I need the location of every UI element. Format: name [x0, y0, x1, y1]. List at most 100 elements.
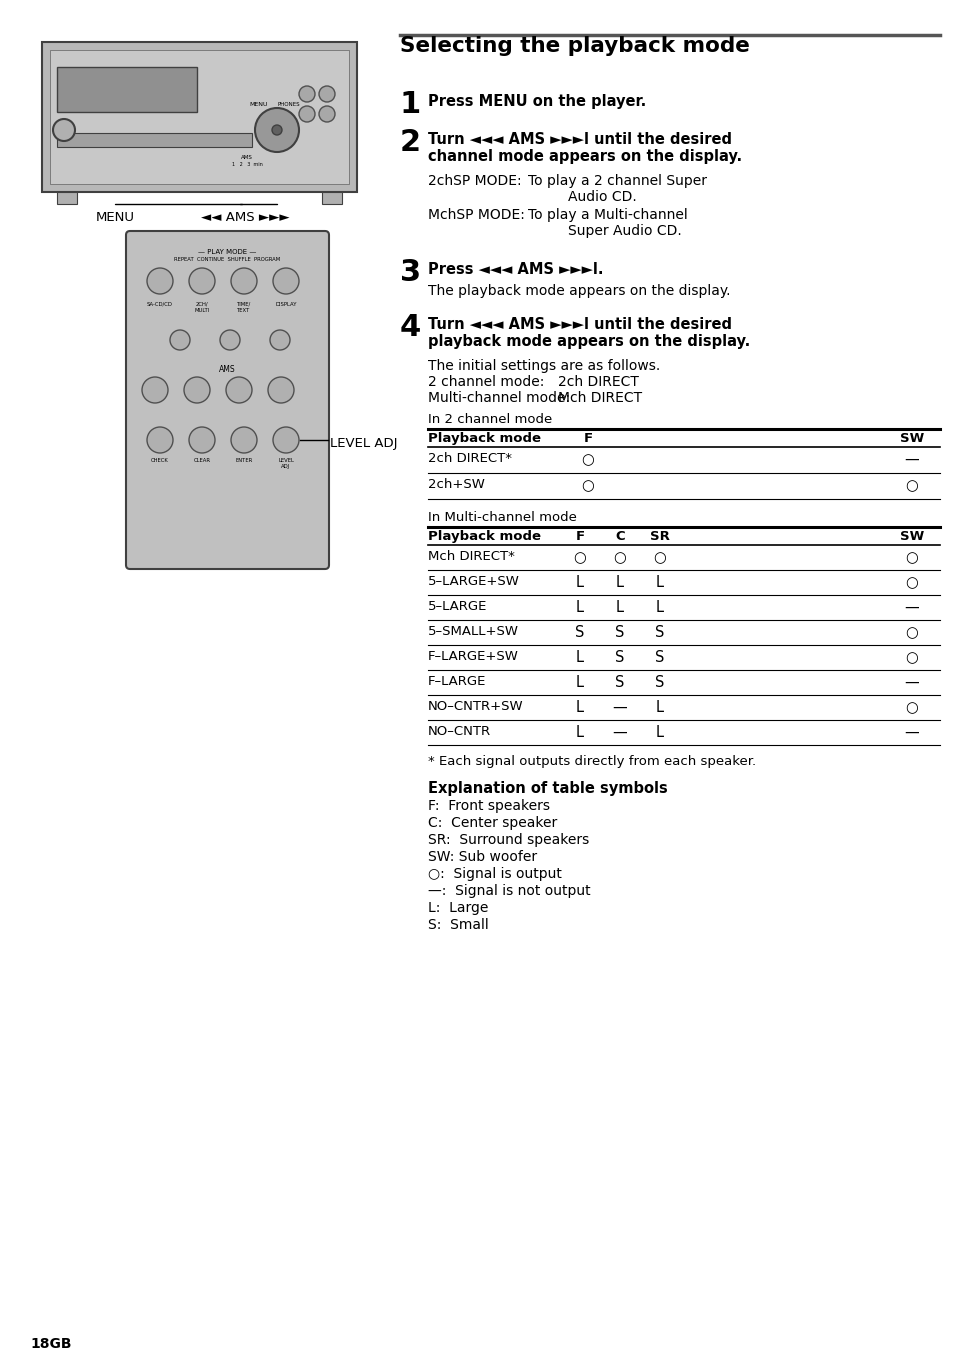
Text: MENU: MENU: [250, 101, 268, 107]
Text: ENTER: ENTER: [235, 458, 253, 462]
Circle shape: [184, 377, 210, 403]
Circle shape: [231, 427, 256, 453]
Text: REPEAT  CONTINUE  SHUFFLE  PROGRAM: REPEAT CONTINUE SHUFFLE PROGRAM: [173, 257, 280, 262]
FancyBboxPatch shape: [57, 68, 196, 112]
Text: SR:  Surround speakers: SR: Surround speakers: [428, 833, 589, 846]
Circle shape: [147, 427, 172, 453]
Text: 2ch+SW: 2ch+SW: [428, 479, 484, 491]
Text: CLEAR: CLEAR: [193, 458, 211, 462]
Text: F: F: [575, 530, 584, 544]
Text: MENU: MENU: [95, 211, 134, 224]
Text: TIME/
TEXT: TIME/ TEXT: [236, 301, 251, 312]
Circle shape: [189, 268, 214, 293]
Circle shape: [272, 124, 282, 135]
Text: The playback mode appears on the display.: The playback mode appears on the display…: [428, 284, 730, 297]
Text: 5–SMALL+SW: 5–SMALL+SW: [428, 625, 518, 638]
Text: L: L: [576, 700, 583, 715]
Text: Press ◄◄◄ AMS ►►►l.: Press ◄◄◄ AMS ►►►l.: [428, 262, 603, 277]
Text: The initial settings are as follows.: The initial settings are as follows.: [428, 360, 659, 373]
Text: Explanation of table symbols: Explanation of table symbols: [428, 781, 667, 796]
Text: Playback mode: Playback mode: [428, 530, 540, 544]
Text: MchSP MODE:: MchSP MODE:: [428, 208, 524, 222]
Text: —: —: [903, 452, 919, 466]
Text: L:  Large: L: Large: [428, 900, 488, 915]
Text: S: S: [615, 650, 624, 665]
Text: 2ch DIRECT*: 2ch DIRECT*: [428, 452, 512, 465]
Text: SW: SW: [899, 433, 923, 445]
Text: ○: ○: [581, 452, 594, 466]
Text: C:  Center speaker: C: Center speaker: [428, 817, 557, 830]
Circle shape: [170, 330, 190, 350]
Text: S:  Small: S: Small: [428, 918, 488, 932]
Text: PHONES: PHONES: [277, 101, 300, 107]
Text: —: —: [903, 725, 919, 740]
Circle shape: [147, 268, 172, 293]
Text: ○: ○: [613, 550, 626, 565]
Circle shape: [231, 268, 256, 293]
Text: S: S: [655, 650, 664, 665]
Text: CHECK: CHECK: [151, 458, 169, 462]
Circle shape: [273, 427, 298, 453]
Text: F: F: [583, 433, 592, 445]
Text: Audio CD.: Audio CD.: [567, 191, 636, 204]
Text: ○: ○: [573, 550, 586, 565]
Text: ◄◄ AMS ►►►: ◄◄ AMS ►►►: [200, 211, 289, 224]
Text: AMS: AMS: [241, 155, 253, 160]
Text: S: S: [615, 625, 624, 639]
Text: L: L: [576, 575, 583, 589]
Text: 1: 1: [399, 91, 421, 119]
Text: In 2 channel mode: In 2 channel mode: [428, 412, 552, 426]
Text: L: L: [616, 575, 623, 589]
Text: 2ch DIRECT: 2ch DIRECT: [558, 375, 639, 389]
Text: SW: SW: [899, 530, 923, 544]
Text: ○: ○: [904, 479, 918, 493]
Text: F–LARGE+SW: F–LARGE+SW: [428, 650, 518, 662]
Text: S: S: [575, 625, 584, 639]
Text: —: —: [903, 675, 919, 690]
FancyBboxPatch shape: [50, 50, 349, 184]
Text: 2: 2: [399, 128, 420, 157]
Text: SR: SR: [649, 530, 669, 544]
FancyBboxPatch shape: [57, 192, 77, 204]
Text: ○: ○: [904, 700, 918, 715]
Text: F:  Front speakers: F: Front speakers: [428, 799, 550, 813]
Circle shape: [268, 377, 294, 403]
Text: L: L: [616, 600, 623, 615]
Text: * Each signal outputs directly from each speaker.: * Each signal outputs directly from each…: [428, 754, 756, 768]
Text: 1   2   3  min: 1 2 3 min: [232, 162, 262, 168]
Text: —: —: [903, 600, 919, 615]
Text: ○:  Signal is output: ○: Signal is output: [428, 867, 561, 882]
Text: To play a Multi-channel: To play a Multi-channel: [527, 208, 687, 222]
Text: L: L: [576, 675, 583, 690]
Text: 4: 4: [399, 314, 421, 342]
Circle shape: [298, 87, 314, 101]
Text: Playback mode: Playback mode: [428, 433, 540, 445]
Circle shape: [273, 268, 298, 293]
Text: playback mode appears on the display.: playback mode appears on the display.: [428, 334, 749, 349]
Text: L: L: [656, 700, 663, 715]
Text: LEVEL
ADJ: LEVEL ADJ: [277, 458, 294, 469]
Text: S: S: [615, 675, 624, 690]
Circle shape: [220, 330, 240, 350]
Text: S: S: [655, 625, 664, 639]
Circle shape: [254, 108, 298, 151]
Text: ○: ○: [904, 575, 918, 589]
Text: DISPLAY: DISPLAY: [275, 301, 296, 307]
Circle shape: [226, 377, 252, 403]
Text: ○: ○: [904, 550, 918, 565]
FancyBboxPatch shape: [42, 42, 356, 192]
Text: 5–LARGE: 5–LARGE: [428, 600, 487, 612]
Text: 2chSP MODE:: 2chSP MODE:: [428, 174, 521, 188]
Text: Multi-channel mode:: Multi-channel mode:: [428, 391, 570, 406]
Text: Mch DIRECT*: Mch DIRECT*: [428, 550, 515, 562]
Text: ○: ○: [581, 479, 594, 493]
Text: — PLAY MODE —: — PLAY MODE —: [197, 249, 256, 256]
Text: Mch DIRECT: Mch DIRECT: [558, 391, 641, 406]
Text: channel mode appears on the display.: channel mode appears on the display.: [428, 149, 741, 164]
Circle shape: [189, 427, 214, 453]
Text: Super Audio CD.: Super Audio CD.: [567, 224, 681, 238]
Text: L: L: [656, 575, 663, 589]
Text: 2 channel mode:: 2 channel mode:: [428, 375, 544, 389]
Text: ○: ○: [904, 650, 918, 665]
Text: —: —: [612, 700, 627, 715]
